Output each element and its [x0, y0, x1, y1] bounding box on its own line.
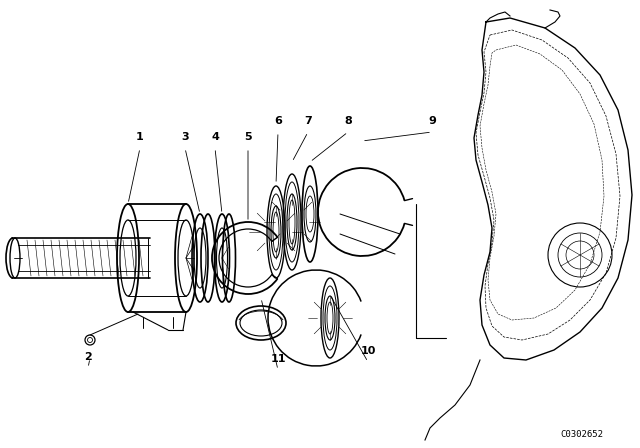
Text: 4: 4 — [211, 132, 219, 142]
Text: 1: 1 — [136, 132, 144, 142]
Text: 8: 8 — [344, 116, 352, 126]
Text: C0302652: C0302652 — [561, 430, 604, 439]
Text: 7: 7 — [304, 116, 312, 126]
Text: 9: 9 — [428, 116, 436, 126]
Text: 10: 10 — [360, 346, 376, 356]
Text: 6: 6 — [274, 116, 282, 126]
Text: 11: 11 — [270, 354, 285, 364]
Text: 5: 5 — [244, 132, 252, 142]
Text: 2: 2 — [84, 352, 92, 362]
Text: 3: 3 — [181, 132, 189, 142]
